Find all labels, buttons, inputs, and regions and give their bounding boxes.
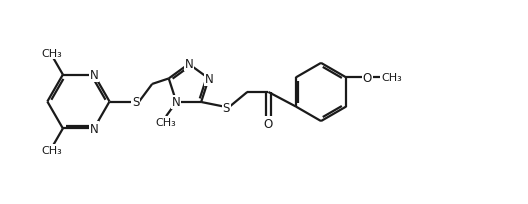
Text: CH₃: CH₃ (42, 49, 62, 59)
Text: N: N (90, 69, 98, 82)
Text: S: S (132, 95, 139, 109)
Text: N: N (90, 122, 98, 135)
Text: CH₃: CH₃ (381, 73, 402, 83)
Text: CH₃: CH₃ (42, 145, 62, 155)
Text: O: O (363, 72, 372, 84)
Text: N: N (172, 96, 181, 109)
Text: S: S (222, 101, 230, 114)
Text: O: O (263, 118, 273, 130)
Text: N: N (204, 73, 213, 85)
Text: CH₃: CH₃ (155, 117, 176, 127)
Text: N: N (184, 58, 193, 71)
